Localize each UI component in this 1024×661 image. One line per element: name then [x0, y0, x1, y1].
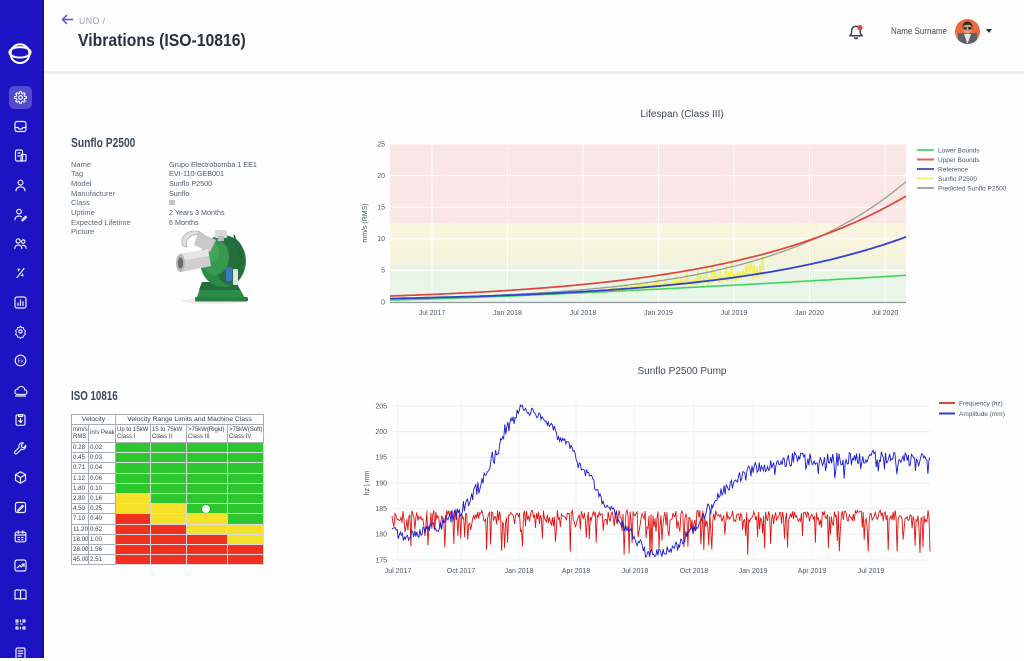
svg-text:Jan 2019: Jan 2019 [644, 310, 673, 317]
svg-text:180: 180 [375, 532, 387, 539]
svg-text:Reference: Reference [938, 166, 968, 173]
svg-text:15: 15 [377, 205, 385, 212]
svg-text:Jan 2019: Jan 2019 [739, 568, 768, 575]
svg-text:190: 190 [375, 480, 387, 487]
svg-text:Lower Bounds: Lower Bounds [938, 147, 980, 154]
svg-text:Apr 2018: Apr 2018 [562, 568, 591, 575]
svg-text:Jul 2017: Jul 2017 [385, 568, 412, 575]
svg-text:Jan 2018: Jan 2018 [493, 310, 522, 317]
svg-text:20: 20 [377, 173, 385, 180]
svg-text:Upper Bounds: Upper Bounds [938, 157, 980, 164]
svg-text:Ex: Ex [17, 358, 23, 364]
svg-text:mm/s (RMS): mm/s (RMS) [362, 203, 369, 242]
svg-text:195: 195 [375, 455, 387, 462]
svg-text:Jan 2020: Jan 2020 [795, 310, 824, 317]
svg-text:Oct 2017: Oct 2017 [447, 568, 476, 575]
svg-text:Amplitude (mm): Amplitude (mm) [959, 411, 1005, 418]
svg-text:Jan 2018: Jan 2018 [505, 568, 534, 575]
svg-text:185: 185 [375, 506, 387, 513]
svg-text:Sunflo P2500: Sunflo P2500 [938, 176, 977, 183]
svg-text:5: 5 [381, 268, 385, 275]
svg-text:25: 25 [377, 141, 385, 148]
svg-text:hz | mm: hz | mm [364, 470, 371, 495]
svg-text:10: 10 [377, 236, 385, 243]
svg-text:Frequency (hz): Frequency (hz) [959, 400, 1003, 407]
svg-text:Sunflo P2500 Pump: Sunflo P2500 Pump [638, 366, 727, 377]
svg-text:Lifespan (Class III): Lifespan (Class III) [640, 109, 723, 120]
svg-text:Oct 2018: Oct 2018 [680, 568, 709, 575]
svg-text:200: 200 [375, 429, 387, 436]
svg-text:205: 205 [375, 403, 387, 410]
svg-text:175: 175 [375, 557, 387, 564]
svg-text:Jul 2020: Jul 2020 [872, 310, 899, 317]
svg-text:Jul 2018: Jul 2018 [570, 310, 597, 317]
svg-text:Jul 2019: Jul 2019 [721, 310, 748, 317]
svg-text:Apr 2019: Apr 2019 [798, 568, 827, 575]
svg-text:Jul 2017: Jul 2017 [419, 310, 446, 317]
svg-text:Predicted Sunflo P2500: Predicted Sunflo P2500 [938, 185, 1007, 192]
svg-text:0: 0 [381, 299, 385, 306]
svg-text:Jul 2019: Jul 2019 [858, 568, 885, 575]
svg-text:Jul 2018: Jul 2018 [622, 568, 649, 575]
